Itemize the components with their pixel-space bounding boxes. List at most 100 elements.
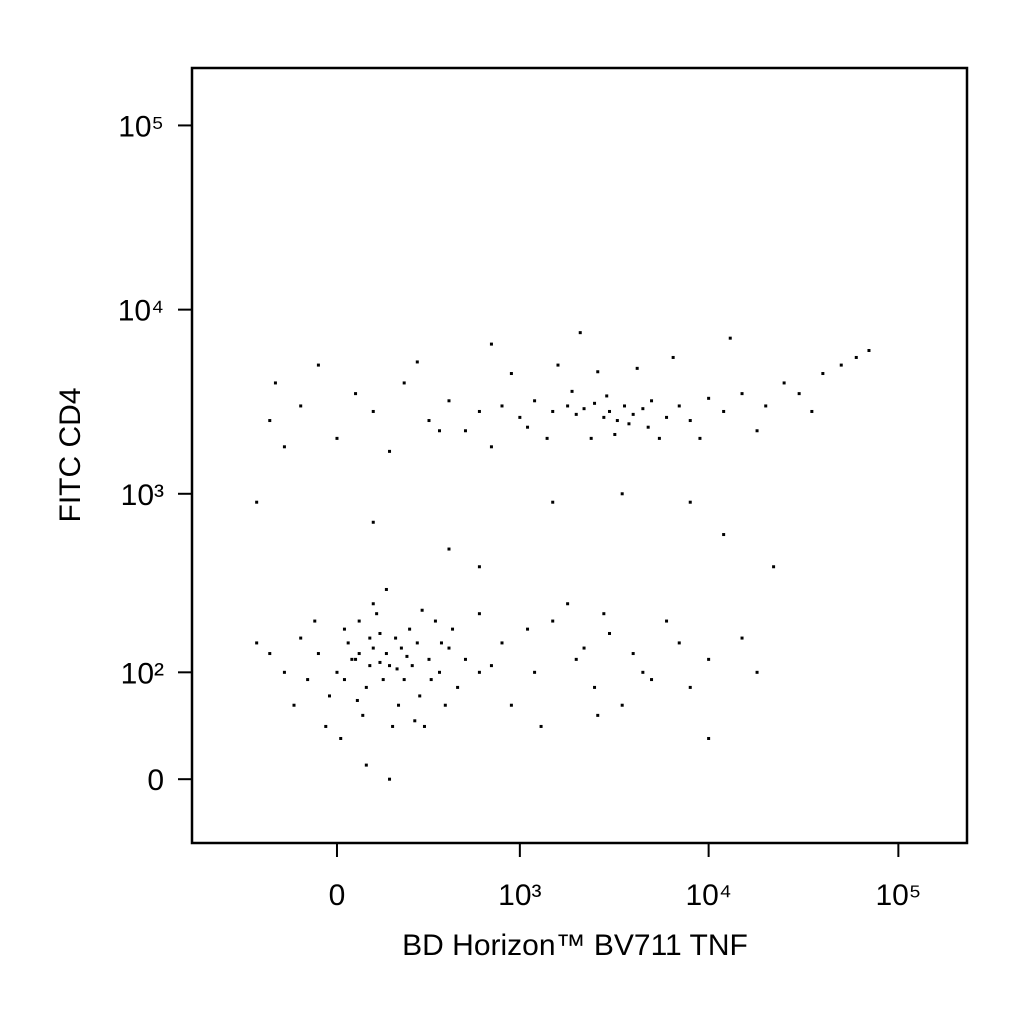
dot [418, 694, 422, 698]
dot [299, 636, 303, 640]
dot [255, 500, 259, 504]
dot [839, 363, 843, 367]
dot [422, 724, 426, 728]
x-tick-label: 10³ [498, 879, 541, 912]
dot [707, 657, 711, 661]
dot [782, 381, 786, 385]
dot [688, 685, 692, 689]
dot [593, 685, 597, 689]
dot [650, 678, 654, 682]
dot [566, 404, 570, 408]
dot [313, 619, 317, 623]
dot [596, 370, 600, 374]
dot [755, 429, 759, 433]
dot [415, 360, 419, 364]
dot [620, 703, 624, 707]
dot [371, 646, 375, 650]
dot [342, 678, 346, 682]
dot [388, 777, 392, 781]
dot [533, 670, 537, 674]
y-tick-label: 10⁴ [118, 295, 164, 328]
dot [427, 419, 431, 423]
x-tick-label: 10⁴ [685, 879, 731, 912]
dot [526, 425, 530, 429]
dot [394, 636, 398, 640]
dot [364, 685, 368, 689]
dot [395, 667, 399, 671]
dot [273, 381, 277, 385]
dot [671, 355, 675, 359]
dot [427, 657, 431, 661]
dot [589, 436, 593, 440]
dot [339, 736, 343, 740]
dot [413, 719, 417, 723]
dot [335, 670, 339, 674]
dot [388, 664, 392, 668]
dot [447, 547, 451, 551]
dot [361, 713, 365, 717]
dot [463, 429, 467, 433]
dot [570, 389, 574, 393]
dot [500, 404, 504, 408]
dot [566, 602, 570, 606]
dot [282, 445, 286, 449]
dot [764, 404, 768, 408]
x-tick-label: 0 [329, 879, 346, 912]
dot [477, 670, 481, 674]
dot [615, 419, 619, 423]
dot [602, 415, 606, 419]
dot [677, 404, 681, 408]
dot [378, 660, 382, 664]
dot [740, 636, 744, 640]
dot [447, 646, 451, 650]
dot [620, 492, 624, 496]
dot [489, 445, 493, 449]
dot [399, 646, 403, 650]
dot [357, 652, 361, 656]
x-tick-label: 10⁵ [875, 879, 921, 912]
dot [438, 429, 442, 433]
dot [605, 394, 609, 398]
dot [551, 619, 555, 623]
dot [447, 399, 451, 403]
dot [405, 654, 409, 658]
dot [641, 670, 645, 674]
dot [477, 612, 481, 616]
dot [657, 436, 661, 440]
dot [433, 619, 437, 623]
dot [578, 331, 582, 335]
dot [371, 409, 375, 413]
dot [854, 355, 858, 359]
dot [364, 763, 368, 767]
dot [631, 652, 635, 656]
dot [477, 409, 481, 413]
dot [582, 646, 586, 650]
dot [371, 602, 375, 606]
dot [381, 678, 385, 682]
dot [635, 366, 639, 370]
dot [665, 619, 669, 623]
dot [324, 724, 328, 728]
dot [533, 399, 537, 403]
y-tick-label: 10⁵ [118, 110, 164, 143]
dot [439, 641, 443, 645]
dot [443, 703, 447, 707]
dot [306, 678, 310, 682]
dot [397, 703, 401, 707]
dot [797, 392, 801, 396]
dot [489, 664, 493, 668]
dot [268, 652, 272, 656]
dot [350, 657, 354, 661]
dot [415, 641, 419, 645]
dot [722, 533, 726, 537]
dot [593, 401, 597, 405]
dot [867, 349, 871, 353]
dot [388, 449, 392, 453]
dot [821, 372, 825, 376]
dot [477, 565, 481, 569]
dot [299, 404, 303, 408]
dot [650, 399, 654, 403]
y-tick-label: 10² [121, 657, 164, 690]
dot [740, 392, 744, 396]
dot [375, 612, 379, 616]
